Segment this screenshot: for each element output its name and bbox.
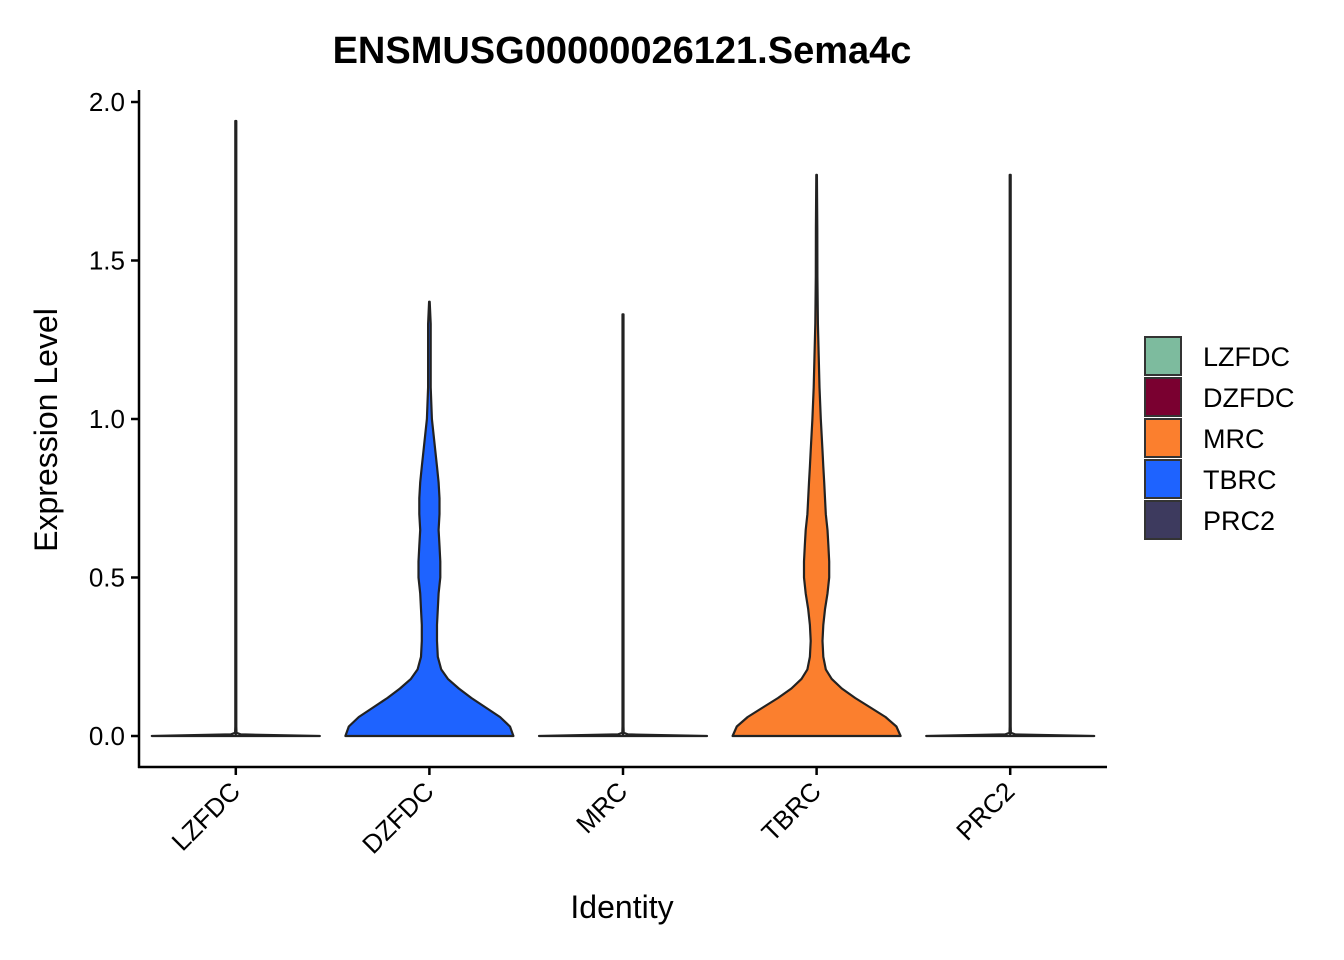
chart-title: ENSMUSG00000026121.Sema4c <box>333 30 912 72</box>
legend-swatch-tbrc <box>1144 459 1182 499</box>
y-tick-label: 2.0 <box>89 87 125 117</box>
legend-swatch-mrc <box>1144 418 1182 458</box>
y-axis-title: Expression Level <box>28 308 64 552</box>
y-tick-label: 0.5 <box>89 563 125 593</box>
x-tick-label: PRC2 <box>950 776 1020 846</box>
x-axis-title: Identity <box>570 889 673 925</box>
legend-label-lzfdc: LZFDC <box>1203 342 1290 372</box>
violin-dzfdc <box>344 300 515 738</box>
y-tick-label: 0.0 <box>89 721 125 751</box>
legend-label-mrc: MRC <box>1203 424 1265 454</box>
plot-area: 0.0 0.5 1.0 1.5 2.0 LZFDC DZFDC MRC TBRC PRC2 <box>89 87 1107 860</box>
legend-label-tbrc: TBRC <box>1203 465 1277 495</box>
x-tick-label: DZFDC <box>356 776 440 860</box>
legend-label-prc2: PRC2 <box>1203 506 1275 536</box>
legend-swatch-dzfdc <box>1144 377 1182 417</box>
legend-label-dzfdc: DZFDC <box>1203 383 1294 413</box>
legend-swatch-lzfdc <box>1144 336 1182 376</box>
y-tick-label: 1.5 <box>89 246 125 276</box>
x-tick-label: MRC <box>570 776 633 839</box>
x-tick-label: LZFDC <box>166 776 246 856</box>
y-tick-label: 1.0 <box>89 404 125 434</box>
violin-tbrc <box>731 173 902 738</box>
legend: LZFDC DZFDC MRC TBRC PRC2 <box>1144 336 1294 540</box>
legend-swatch-prc2 <box>1144 500 1182 540</box>
x-tick-label: TBRC <box>756 776 827 847</box>
